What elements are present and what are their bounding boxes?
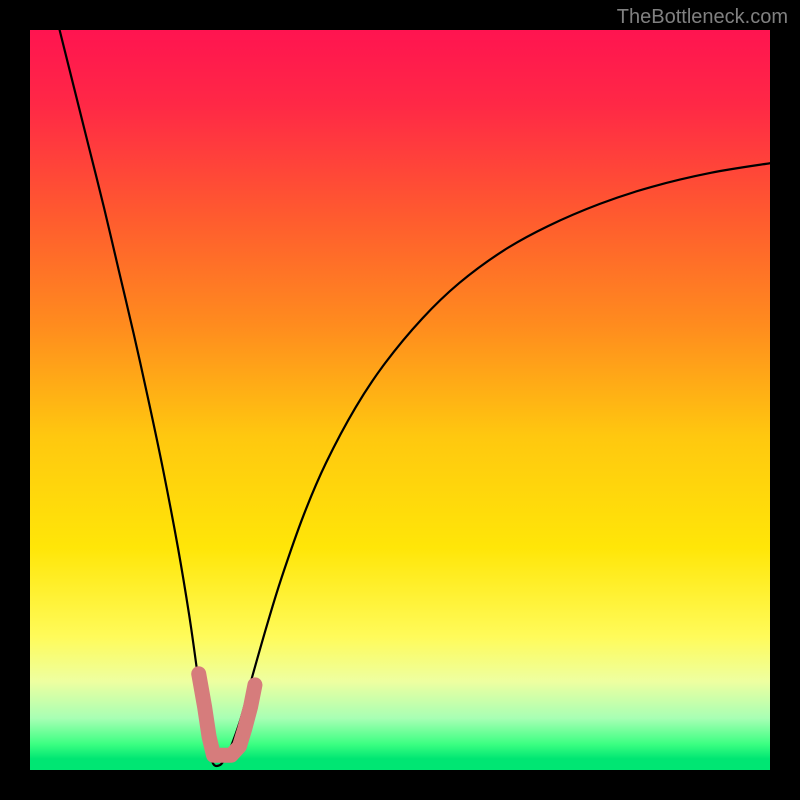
chart-frame: TheBottleneck.com <box>0 0 800 800</box>
plot-area <box>30 30 770 770</box>
chart-background <box>30 30 770 770</box>
chart-svg <box>30 30 770 770</box>
watermark-text: TheBottleneck.com <box>617 6 788 29</box>
